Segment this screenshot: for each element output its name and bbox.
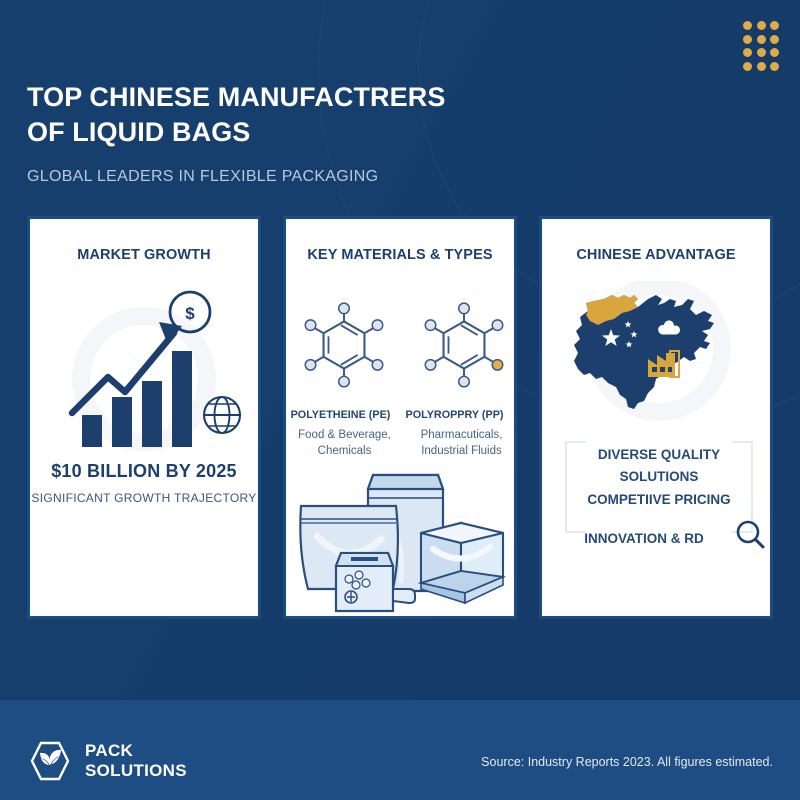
svg-text:$: $: [185, 304, 195, 323]
